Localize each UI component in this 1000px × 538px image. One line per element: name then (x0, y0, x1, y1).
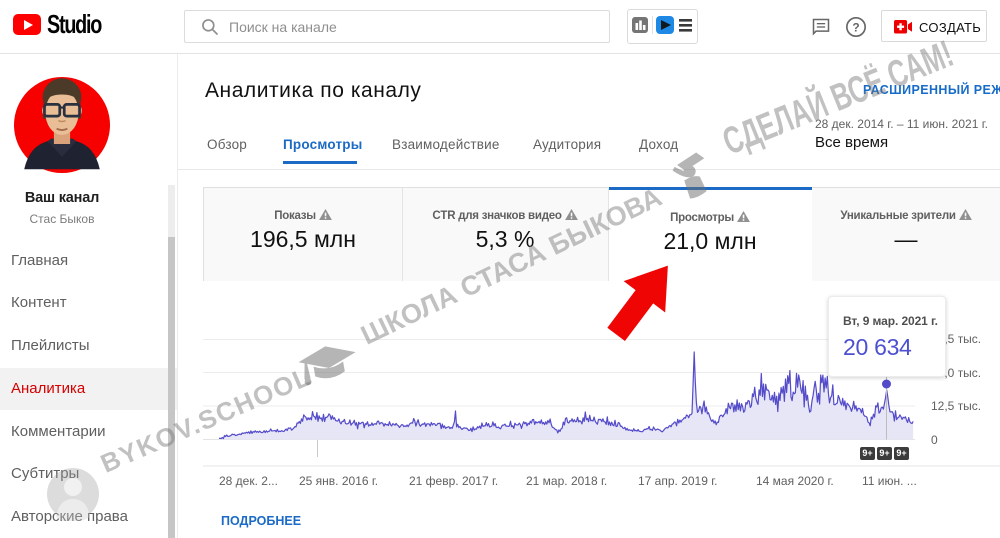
svg-text:?: ? (852, 21, 859, 35)
